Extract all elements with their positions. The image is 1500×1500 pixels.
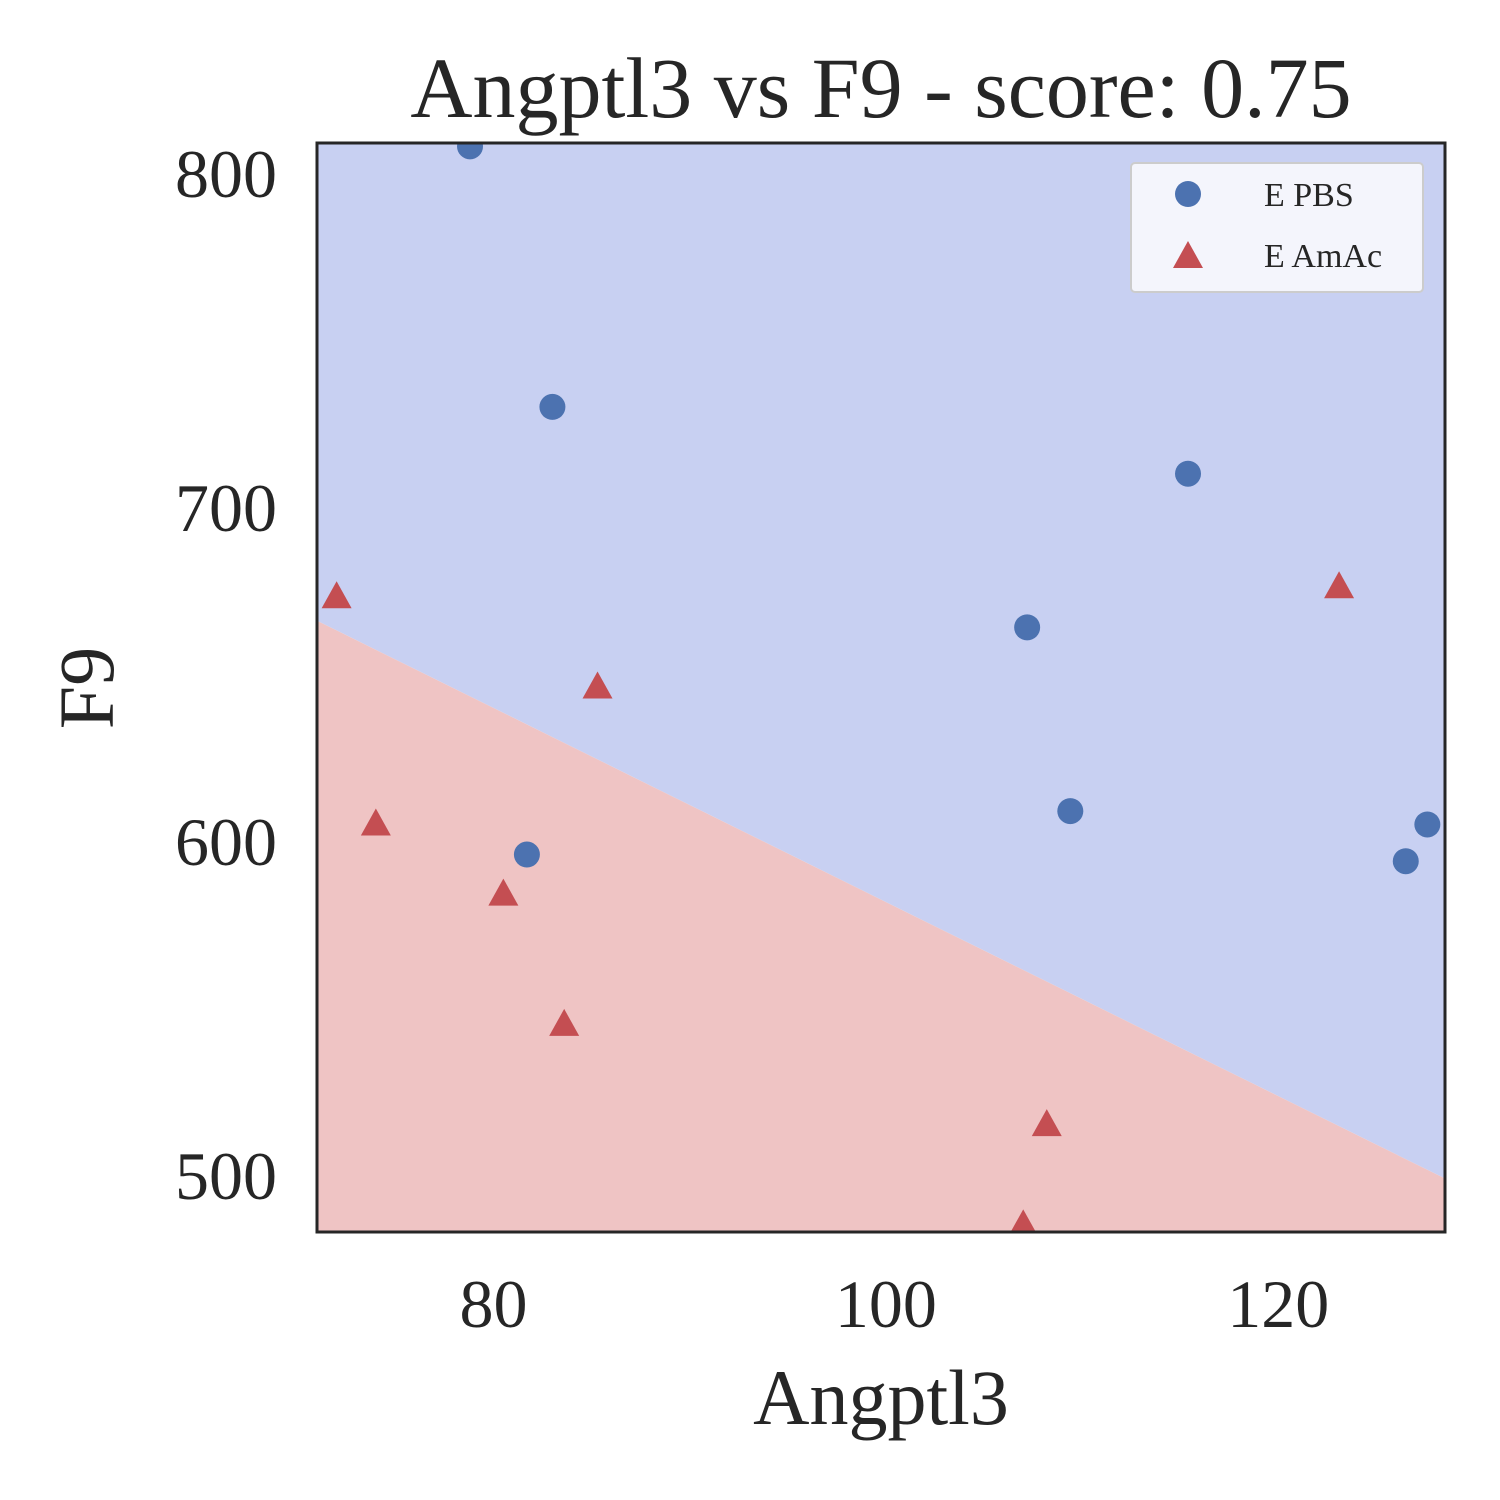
y-tick-label-800: 800 — [175, 136, 277, 212]
data-point-e-amac-6 — [1010, 1209, 1036, 1232]
data-point-e-pbs-3 — [513, 841, 540, 868]
plot-area — [317, 143, 1445, 1232]
x-tick-label-100: 100 — [835, 1266, 937, 1342]
x-tick-labels: 80 100 120 — [460, 1266, 1330, 1342]
x-tick-label-120: 120 — [1227, 1266, 1329, 1342]
y-tick-label-500: 500 — [175, 1138, 277, 1214]
data-point-e-amac-4 — [549, 1008, 580, 1036]
data-point-e-pbs-5 — [1057, 798, 1084, 825]
data-points — [321, 143, 1441, 1232]
decision-region-upper — [317, 143, 1445, 1179]
legend-label-e-pbs: E PBS — [1264, 177, 1354, 214]
data-point-e-pbs-1 — [457, 143, 484, 160]
data-point-e-amac-3 — [488, 878, 519, 906]
data-point-e-pbs-7 — [1392, 848, 1419, 875]
data-point-e-amac-8 — [1324, 571, 1355, 599]
legend-box — [1130, 162, 1424, 293]
y-tick-label-600: 600 — [175, 804, 277, 880]
x-tick-label-80: 80 — [460, 1266, 528, 1342]
y-tick-label-700: 700 — [175, 470, 277, 546]
legend-marker-e-pbs — [1175, 181, 1201, 207]
data-point-e-pbs-8 — [1414, 811, 1441, 838]
y-axis-label: F9 — [43, 647, 130, 729]
chart-title: Angptl3 vs F9 - score: 0.75 — [410, 40, 1351, 136]
data-point-e-pbs-2 — [539, 393, 566, 420]
data-point-e-pbs-6 — [1175, 460, 1202, 487]
data-point-e-amac-7 — [1031, 1109, 1062, 1137]
legend-marker-e-amac — [1173, 241, 1203, 268]
legend: E PBS E AmAc — [1130, 162, 1424, 293]
y-tick-labels: 500 600 700 800 — [175, 136, 277, 1214]
legend-label-e-amac: E AmAc — [1264, 238, 1382, 275]
x-axis-label: Angptl3 — [753, 1354, 1009, 1441]
data-point-e-amac-5 — [582, 671, 613, 699]
decision-region-lower — [317, 620, 1445, 1232]
data-point-e-pbs-4 — [1014, 614, 1041, 641]
data-point-e-amac-2 — [360, 808, 391, 836]
data-point-e-amac-1 — [321, 581, 352, 609]
plot-frame — [315, 141, 1447, 1234]
